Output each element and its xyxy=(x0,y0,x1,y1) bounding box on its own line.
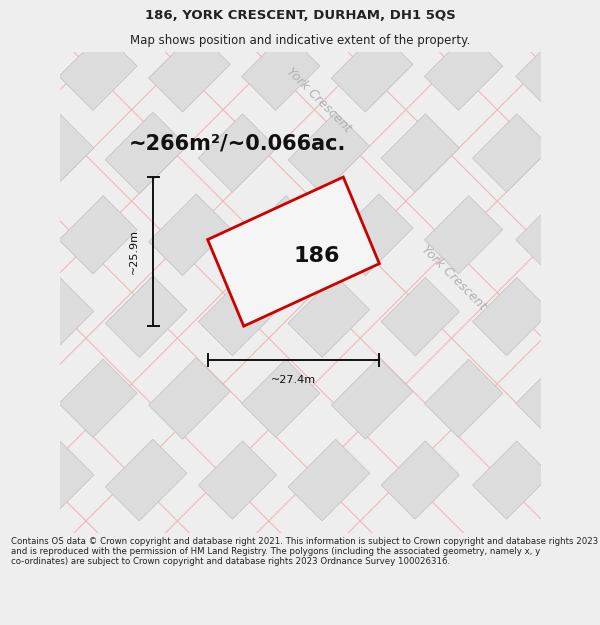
Polygon shape xyxy=(59,196,137,274)
Text: ~27.4m: ~27.4m xyxy=(271,375,316,385)
Polygon shape xyxy=(149,357,230,439)
Polygon shape xyxy=(199,114,277,192)
Text: Map shows position and indicative extent of the property.: Map shows position and indicative extent… xyxy=(130,34,470,47)
Polygon shape xyxy=(199,441,277,519)
Polygon shape xyxy=(242,196,320,274)
Polygon shape xyxy=(381,114,460,192)
Polygon shape xyxy=(473,278,551,356)
Polygon shape xyxy=(288,276,370,358)
Polygon shape xyxy=(16,278,94,356)
Polygon shape xyxy=(331,357,413,439)
Polygon shape xyxy=(381,441,460,519)
Polygon shape xyxy=(381,278,460,356)
Polygon shape xyxy=(242,359,320,438)
Polygon shape xyxy=(424,196,503,274)
Text: York Crescent: York Crescent xyxy=(419,243,489,313)
Polygon shape xyxy=(16,441,94,519)
Text: ~266m²/~0.066ac.: ~266m²/~0.066ac. xyxy=(129,133,346,153)
Polygon shape xyxy=(16,114,94,192)
Polygon shape xyxy=(424,359,503,438)
Polygon shape xyxy=(105,439,187,521)
Text: 186, YORK CRESCENT, DURHAM, DH1 5QS: 186, YORK CRESCENT, DURHAM, DH1 5QS xyxy=(145,9,455,22)
Polygon shape xyxy=(105,276,187,358)
Polygon shape xyxy=(149,194,230,276)
Polygon shape xyxy=(331,31,413,112)
Polygon shape xyxy=(59,359,137,438)
Polygon shape xyxy=(516,359,594,438)
Polygon shape xyxy=(242,32,320,111)
Polygon shape xyxy=(288,112,370,194)
Text: 186: 186 xyxy=(293,246,340,266)
Polygon shape xyxy=(288,439,370,521)
Polygon shape xyxy=(516,32,594,111)
Text: York Crescent: York Crescent xyxy=(284,65,354,135)
Text: Contains OS data © Crown copyright and database right 2021. This information is : Contains OS data © Crown copyright and d… xyxy=(11,537,598,566)
Polygon shape xyxy=(473,441,551,519)
Polygon shape xyxy=(331,194,413,276)
Polygon shape xyxy=(105,112,187,194)
Polygon shape xyxy=(199,278,277,356)
Polygon shape xyxy=(208,177,379,326)
Polygon shape xyxy=(516,196,594,274)
Text: ~25.9m: ~25.9m xyxy=(129,229,139,274)
Polygon shape xyxy=(424,32,503,111)
Polygon shape xyxy=(149,31,230,112)
Polygon shape xyxy=(59,32,137,111)
Polygon shape xyxy=(473,114,551,192)
